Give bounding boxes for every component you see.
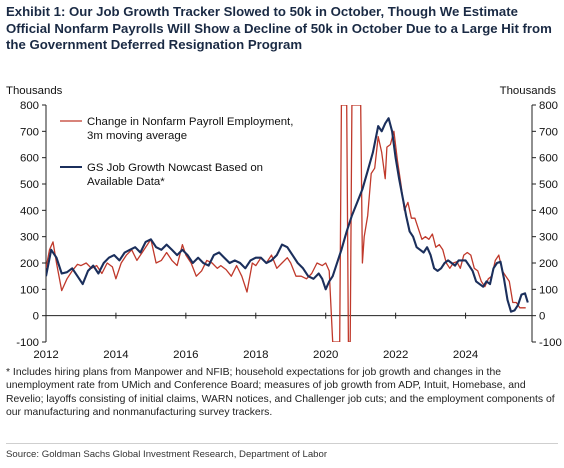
chart-area: Thousands Thousands -100 -100 0 0 100 100 200 2… [0,78,564,366]
chart-title: Exhibit 1: Our Job Growth Tracker Slowed… [6,4,552,52]
line-chart: Thousands Thousands -100 -100 0 0 100 100 200 2… [6,85,562,361]
x-tick-label: 2022 [383,349,408,361]
left-y-tick-label: 500 [20,179,39,191]
footnote: * Includes hiring plans from Manpower an… [6,367,555,419]
left-y-tick-label: 400 [20,205,39,217]
x-tick-label: 2020 [313,349,338,361]
left-y-tick-label: -100 [16,337,39,349]
legend-label-gs: GS Job Growth Nowcast Based on Available … [87,162,263,188]
right-y-tick-label: 100 [539,284,558,296]
right-y-tick-label: 0 [539,311,545,323]
x-tick-label: 2018 [243,349,268,361]
left-y-tick-label: 100 [20,284,39,296]
right-y-tick-label: 400 [539,205,558,217]
x-tick-label: 2016 [173,349,198,361]
right-y-tick-label: 700 [539,126,558,138]
right-y-tick-label: 200 [539,258,558,270]
x-tick-label: 2014 [103,349,128,361]
left-y-tick-label: 800 [20,100,39,112]
left-axis-unit-label: Thousands [6,85,63,97]
divider [6,443,558,444]
series-lines [46,105,529,342]
left-y-tick-label: 0 [33,311,39,323]
gs-nowcast-series-line [46,117,529,313]
legend-label-nfp: Change in Nonfarm Payroll Employment, 3m … [87,116,293,142]
right-y-tick-label: 600 [539,153,558,165]
right-axis-unit-label: Thousands [500,85,557,97]
left-y-tick-label: 700 [20,126,39,138]
x-tick-label: 2012 [33,349,58,361]
left-y-tick-label: 600 [20,153,39,165]
left-y-tick-label: 200 [20,258,39,270]
axes: -100 -100 0 0 100 100 200 200 300 300 400 400 500 500… [16,100,562,361]
right-y-tick-label: 800 [539,100,558,112]
nfp-series-line [46,105,526,342]
source-note: Source: Goldman Sachs Global Investment … [6,449,328,460]
left-y-tick-label: 300 [20,232,39,244]
right-y-tick-label: 300 [539,232,558,244]
legend: Change in Nonfarm Payroll Employment, 3m … [60,116,293,188]
right-y-tick-label: -100 [539,337,562,349]
right-y-tick-label: 500 [539,179,558,191]
x-tick-label: 2024 [453,349,478,361]
